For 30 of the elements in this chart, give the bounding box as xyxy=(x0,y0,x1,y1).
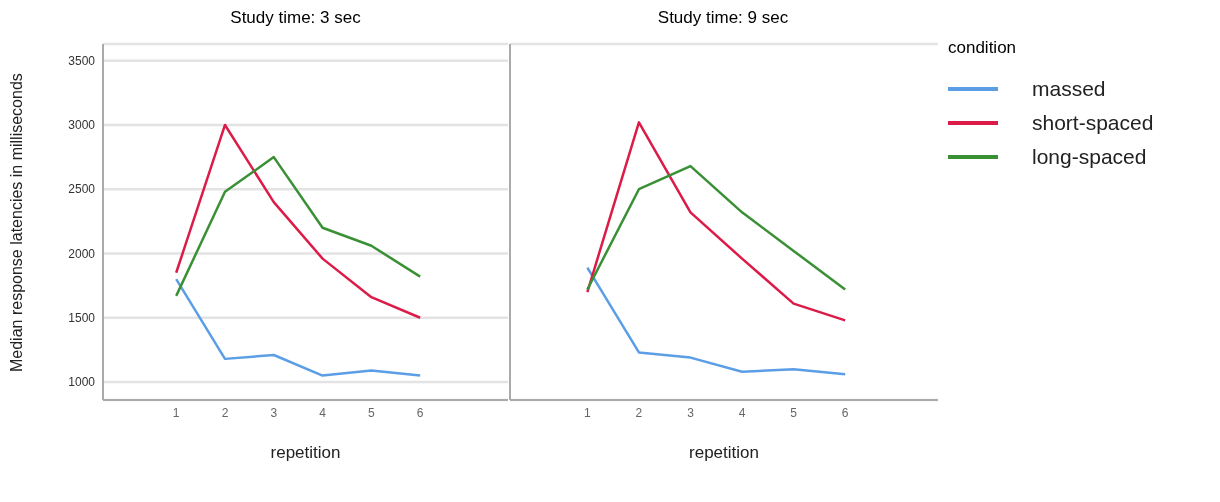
chart-title: Study time: 3 sec xyxy=(229,8,362,29)
x-tick-label: 4 xyxy=(319,405,327,420)
chart-title: Study time: 9 sec xyxy=(656,8,790,29)
y-tick-label: 3000 xyxy=(68,118,96,133)
x-axis-title: repetition xyxy=(689,443,759,462)
x-tick-label: 2 xyxy=(635,405,643,420)
x-tick-label: 6 xyxy=(416,405,424,420)
legend-label: long-spaced xyxy=(1032,145,1147,169)
x-tick-label: 1 xyxy=(584,405,592,420)
y-tick-label: 2000 xyxy=(68,246,96,261)
legend-title: condition xyxy=(948,38,1018,58)
x-tick-label: 2 xyxy=(221,405,229,420)
x-tick-label: 3 xyxy=(270,405,278,420)
y-axis-title: Median response latencies in milliseconds xyxy=(7,73,25,372)
legend-label: short-spaced xyxy=(1032,111,1154,135)
y-tick-label: 1500 xyxy=(68,311,96,326)
x-tick-label: 6 xyxy=(841,405,849,420)
line-series xyxy=(174,277,422,377)
x-axis-title: repetition xyxy=(270,443,341,462)
x-tick-label: 1 xyxy=(172,405,180,420)
y-tick-label: 3500 xyxy=(68,53,96,68)
y-tick-label: 1000 xyxy=(68,375,96,390)
line-series xyxy=(174,155,422,298)
x-tick-label: 5 xyxy=(790,405,798,420)
x-tick-label: 4 xyxy=(738,405,746,420)
x-tick-label: 3 xyxy=(687,405,695,420)
x-tick-label: 5 xyxy=(368,405,376,420)
y-tick-label: 2500 xyxy=(68,182,96,197)
legend-label: massed xyxy=(1032,77,1106,101)
line-series xyxy=(174,123,422,319)
